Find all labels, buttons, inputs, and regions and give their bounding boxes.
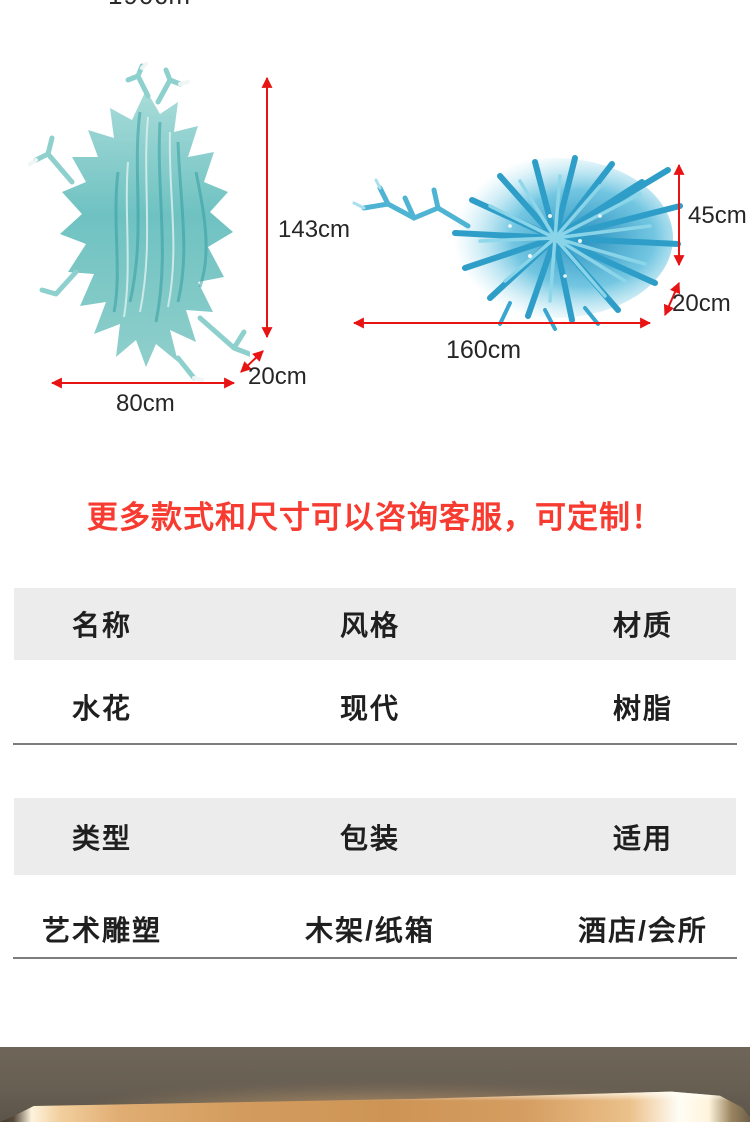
spec-value-style: 现代: [339, 693, 400, 724]
left-depth-dimension: 20cm: [248, 363, 307, 390]
spec-value-type: 艺术雕塑: [41, 915, 162, 946]
cropped-dimension-label: 190cm: [108, 0, 191, 11]
spec-header-type: 类型: [71, 822, 132, 854]
spec-header-row-2: 类型 包装 适用: [14, 798, 736, 875]
divider-line: [13, 743, 737, 745]
spec-value-packing: 木架/纸箱: [305, 915, 435, 946]
spec-value-row-2: 艺术雕塑 木架/纸箱 酒店/会所: [14, 906, 736, 952]
left-sculpture-image: [28, 62, 250, 382]
right-height-dimension: 45cm: [688, 202, 747, 229]
left-width-dimension: 80cm: [116, 390, 175, 417]
promo-text: 更多款式和尺寸可以咨询客服，可定制！: [87, 500, 663, 535]
right-width-dimension: 160cm: [446, 336, 522, 364]
spec-value-material: 树脂: [612, 693, 673, 724]
spec-header-style: 风格: [339, 610, 400, 641]
right-sculpture-image: [352, 155, 683, 331]
spec-value-row-1: 水花 现代 树脂: [14, 684, 736, 730]
spec-header-usage: 适用: [612, 822, 673, 854]
spec-value-name: 水花: [71, 693, 132, 724]
spec-header-name: 名称: [71, 610, 132, 641]
left-height-dimension: 143cm: [278, 216, 351, 243]
spec-value-usage: 酒店/会所: [578, 915, 708, 946]
spec-header-material: 材质: [612, 610, 673, 641]
interior-photo: [0, 1047, 750, 1122]
spec-header-packing: 包装: [339, 822, 400, 854]
divider-line: [13, 957, 737, 959]
spec-header-row-1: 名称 风格 材质: [14, 588, 736, 660]
right-depth-dimension: 20cm: [672, 290, 731, 317]
